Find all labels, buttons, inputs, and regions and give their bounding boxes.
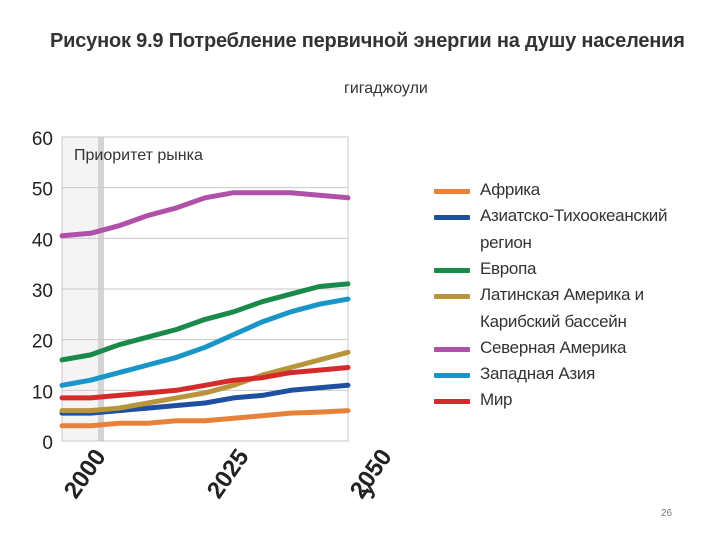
- y-axis-unit-label: гигаджоули: [344, 80, 428, 97]
- series-line-4: [59, 190, 351, 239]
- y-tick-label: 30: [32, 281, 53, 302]
- legend-swatch: [434, 347, 470, 352]
- page-number: 26: [661, 508, 673, 519]
- legend-swatch: [434, 268, 470, 273]
- legend-item: Западная Азия: [434, 364, 714, 387]
- legend-label: Африка: [480, 180, 540, 199]
- legend-swatch: [434, 189, 470, 194]
- legend-label: Латинская Америка и Карибский бассейн: [480, 285, 644, 331]
- y-tick-label: 50: [32, 180, 53, 201]
- legend-label: Европа: [480, 259, 537, 278]
- y-tick-label: 20: [32, 332, 53, 353]
- legend-label: Северная Америка: [480, 338, 627, 357]
- series-line-5: [59, 296, 351, 388]
- y-tick-label: 0: [42, 433, 53, 454]
- chart-title: Рисунок 9.9 Потребление первичной энерги…: [50, 30, 685, 52]
- y-tick-label: 40: [32, 230, 53, 251]
- legend-item: Азиатско-Тихоокеанский регион: [434, 206, 714, 256]
- x-tick-label: 2000: [59, 444, 112, 503]
- series-line-3: [59, 349, 351, 414]
- y-tick-label: 60: [32, 129, 53, 150]
- legend-swatch: [434, 399, 470, 404]
- series-line-2: [59, 281, 351, 363]
- legend-item: Латинская Америка и Карибский бассейн: [434, 285, 714, 335]
- series-line-0: [59, 408, 351, 429]
- legend-label: Мир: [480, 390, 513, 409]
- legend-label: Западная Азия: [480, 364, 596, 383]
- legend-item: Северная Америка: [434, 338, 714, 361]
- plot-frame: [61, 136, 349, 442]
- legend-label: Азиатско-Тихоокеанский регион: [480, 206, 668, 252]
- legend-swatch: [434, 294, 470, 299]
- chart-legend: Африка Азиатско-Тихоокеанский регион Европ…: [434, 180, 714, 416]
- legend-swatch: [434, 373, 470, 378]
- y-tick-label: 10: [32, 382, 53, 403]
- annotation-label: Приоритет рынка: [74, 147, 203, 164]
- x-tick-label: 2025: [202, 444, 255, 503]
- series-line-6: [59, 365, 351, 401]
- legend-item: Мир: [434, 390, 714, 413]
- legend-item: Европа: [434, 259, 714, 282]
- legend-swatch: [434, 215, 470, 220]
- legend-item: Африка: [434, 180, 714, 203]
